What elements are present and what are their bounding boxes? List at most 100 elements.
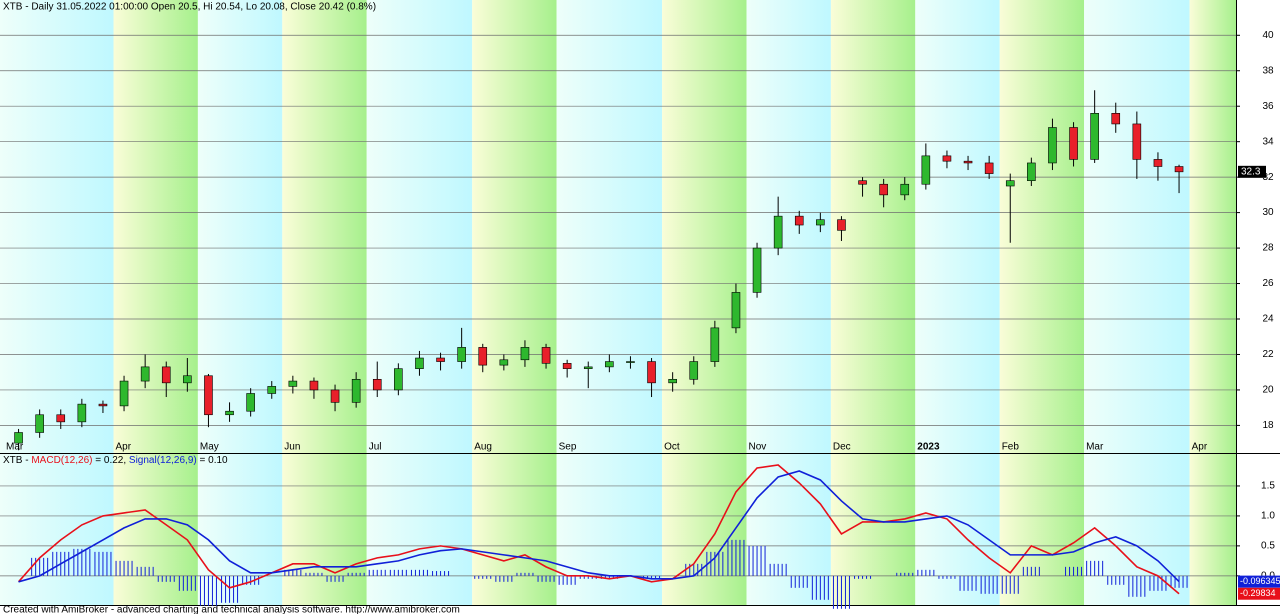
candle-body (246, 393, 255, 412)
candle-body (183, 375, 192, 384)
macd-line (17, 464, 1180, 595)
candle-body (942, 155, 952, 162)
candle-body (1090, 113, 1099, 160)
y-tick-label: 32 (1262, 172, 1274, 183)
candle-body (372, 378, 382, 391)
end-value-box (1238, 575, 1280, 588)
candle-body (14, 432, 23, 444)
month-band (366, 454, 473, 605)
month-band (0, 0, 114, 453)
candle-body (710, 327, 720, 362)
month-band (282, 0, 367, 453)
y-tick-label: 38 (1262, 65, 1274, 76)
candle-body (1048, 127, 1057, 164)
x-tick-label: Aug (474, 442, 492, 453)
candle-body (436, 357, 445, 362)
y-tick-label: 34 (1262, 136, 1274, 147)
candle-body (900, 183, 910, 196)
month-band (282, 454, 367, 605)
candle-body (731, 292, 741, 329)
candle-body (330, 389, 340, 403)
candle-body (1174, 166, 1184, 173)
month-band (999, 0, 1085, 453)
candle-body (1153, 159, 1163, 167)
candle-body (1005, 180, 1015, 187)
x-tick-label: Feb (1002, 442, 1020, 453)
candle-body (119, 380, 129, 407)
y-tick-label: 30 (1262, 207, 1274, 218)
candle-body (457, 347, 466, 362)
candle-body (478, 347, 488, 366)
end-value-box (1238, 587, 1280, 600)
candle-body (77, 403, 87, 423)
candle-body (626, 361, 635, 363)
month-band (746, 454, 831, 605)
x-tick-label: Sep (559, 442, 577, 453)
candle-body (1069, 127, 1078, 160)
candle-body (794, 215, 804, 226)
x-tick-label: Oct (664, 442, 680, 453)
candle-body (1132, 123, 1142, 160)
end-value-label: -0.29834 (1240, 588, 1276, 598)
macd-title: XTB - MACD(12,26) = 0.22, Signal(12,26,9… (3, 455, 228, 466)
month-band (1189, 454, 1236, 605)
title-part: MACD(12,26) (31, 455, 92, 466)
y-tick-label: 1.0 (1261, 511, 1275, 522)
y-tick-label: 28 (1262, 243, 1274, 254)
candle-body (879, 183, 888, 196)
y-tick-label: 20 (1262, 385, 1274, 396)
month-band (366, 0, 473, 453)
candle-body (161, 366, 171, 384)
candle-body (204, 375, 213, 416)
y-tick-label: 0.5 (1261, 541, 1275, 552)
month-band (556, 0, 663, 453)
candle-body (415, 357, 424, 369)
title-part: = 0.22, (92, 455, 128, 466)
candle-body (499, 359, 509, 366)
candle-body (56, 414, 66, 423)
candle-body (816, 219, 825, 226)
candle-body (288, 380, 298, 387)
candle-body (752, 247, 762, 293)
last-value-box (1238, 165, 1266, 178)
end-value-label: -0.096345 (1240, 576, 1280, 586)
candle-body (858, 180, 867, 185)
month-band (0, 454, 114, 605)
month-band (746, 0, 831, 453)
candle-body (1111, 113, 1121, 125)
candle-body (267, 386, 277, 394)
last-value-label: 32.3 (1241, 166, 1261, 177)
month-band (662, 454, 747, 605)
x-tick-label: Apr (1192, 442, 1208, 453)
footer: Created with AmiBroker - advanced charti… (3, 605, 460, 614)
candle-body (562, 363, 572, 369)
month-band (472, 454, 557, 605)
candle-body (394, 368, 403, 391)
month-band (1189, 0, 1236, 453)
candle-body (963, 160, 973, 164)
x-tick-label: Nov (749, 442, 767, 453)
y-tick-label: 18 (1262, 420, 1274, 431)
axis-area (1236, 0, 1280, 614)
x-tick-label: May (200, 442, 219, 453)
macd-line (18, 470, 1180, 583)
month-band (830, 454, 916, 605)
y-tick-label: 36 (1262, 101, 1274, 112)
title-part: XTB - (3, 455, 31, 466)
candle-body (541, 347, 551, 364)
x-tick-label: Apr (116, 442, 132, 453)
y-tick-label: 24 (1262, 314, 1274, 325)
month-band (556, 454, 663, 605)
x-tick-label: Dec (833, 442, 851, 453)
candle-body (1027, 162, 1036, 181)
candle-body (921, 155, 931, 185)
title-part: Signal(12,26,9) (129, 455, 197, 466)
x-tick-label: Jul (369, 442, 382, 453)
month-band (999, 454, 1085, 605)
y-tick-label: 1.5 (1261, 481, 1275, 492)
candle-body (668, 378, 677, 384)
candle-body (351, 378, 361, 403)
month-band (197, 454, 283, 605)
candle-body (98, 403, 108, 407)
